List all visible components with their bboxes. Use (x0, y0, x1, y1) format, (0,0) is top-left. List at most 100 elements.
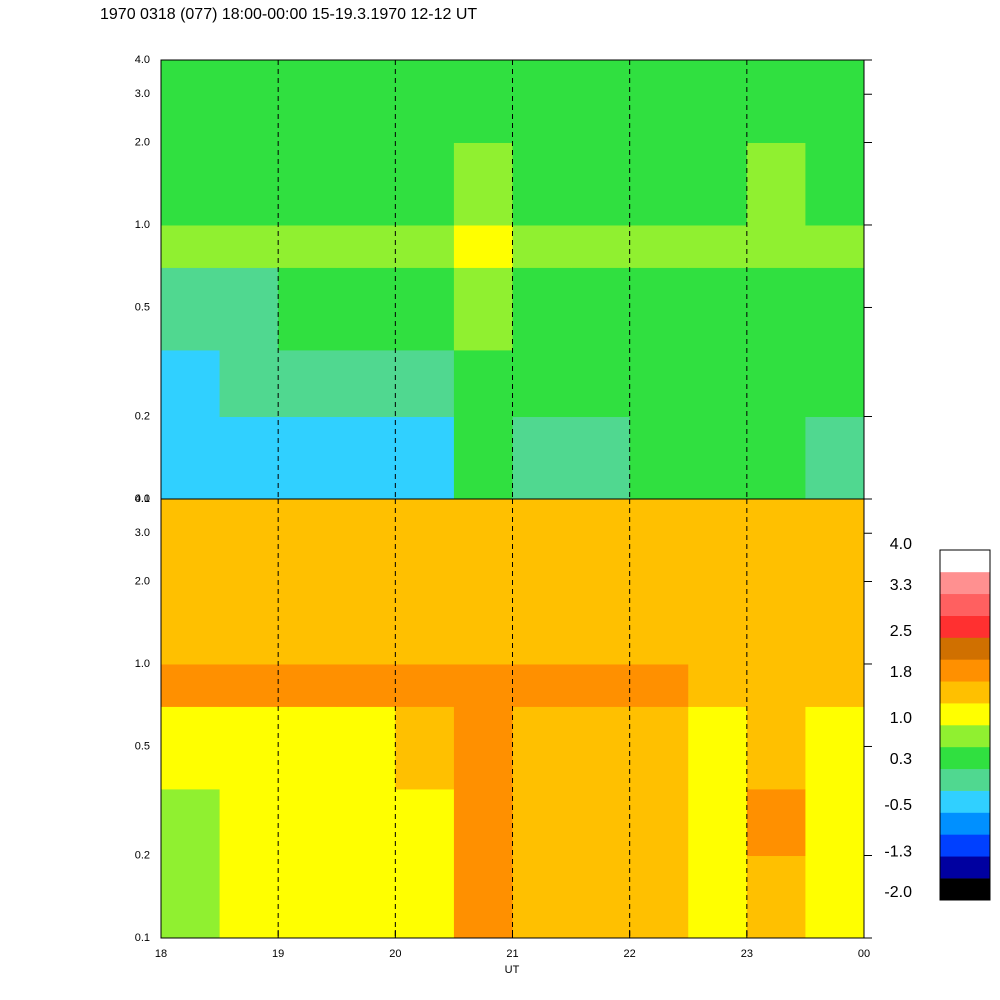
heatmap-cell (512, 60, 572, 143)
heatmap-cell (161, 224, 221, 268)
heatmap-cell (453, 416, 513, 500)
colorbar-tick-label: 0.3 (890, 751, 912, 768)
heatmap-cell (395, 706, 455, 790)
heatmap-cell (395, 224, 455, 268)
x-tick-label: 19 (272, 948, 284, 960)
heatmap-cell (395, 581, 455, 665)
heatmap-cell (161, 349, 221, 418)
heatmap-cell (278, 142, 338, 226)
y-tick-label: 1.0 (135, 658, 150, 670)
heatmap-cell (805, 267, 865, 351)
heatmap-cell (161, 499, 221, 582)
colorbar-cell (940, 703, 990, 726)
heatmap-cell (336, 788, 396, 857)
colorbar-cell (940, 681, 990, 704)
heatmap-cell (571, 663, 631, 707)
heatmap-cell (219, 788, 279, 857)
heatmap-cell (336, 267, 396, 351)
x-axis-label: UT (505, 964, 520, 976)
heatmap-cell (805, 349, 865, 418)
heatmap-cell (336, 349, 396, 418)
heatmap-cell (453, 499, 513, 582)
heatmap-cell (746, 663, 806, 707)
heatmap-cell (571, 142, 631, 226)
heatmap-cell (512, 706, 572, 790)
heatmap-cell (746, 142, 806, 226)
heatmap-cell (571, 706, 631, 790)
heatmap-cell (571, 224, 631, 268)
heatmap-cell (512, 142, 572, 226)
heatmap-cell (395, 142, 455, 226)
heatmap-cell (278, 267, 338, 351)
x-tick-label: 18 (155, 948, 167, 960)
y-tick-label: 1.0 (135, 219, 150, 231)
heatmap-cell (512, 855, 572, 939)
y-tick-label: 3.0 (135, 527, 150, 539)
colorbar-cell (940, 615, 990, 638)
heatmap-cell (512, 224, 572, 268)
heatmap-cell (395, 416, 455, 500)
heatmap-cell (336, 499, 396, 582)
heatmap-cell (161, 855, 221, 939)
colorbar-cell (940, 856, 990, 879)
colorbar-cell (940, 659, 990, 682)
heatmap-cell (161, 581, 221, 665)
heatmap-cell (161, 142, 221, 226)
heatmap-cell (746, 60, 806, 143)
colorbar-cell (940, 768, 990, 791)
heatmap-cell (278, 349, 338, 418)
colorbar-cell (940, 593, 990, 616)
colorbar-tick-label: -2.0 (884, 884, 912, 901)
heatmap-cell (512, 267, 572, 351)
heatmap-cell (336, 416, 396, 500)
heatmap-cell (336, 581, 396, 665)
colorbar-cell (940, 550, 990, 573)
heatmap-cell (278, 224, 338, 268)
x-tick-label: 23 (741, 948, 753, 960)
heatmap-cell (629, 499, 689, 582)
heatmap-cell (395, 349, 455, 418)
y-tick-label: 3.0 (135, 88, 150, 100)
heatmap-cell (336, 706, 396, 790)
colorbar-tick-label: 1.8 (890, 664, 912, 681)
y-tick-label: 0.2 (135, 849, 150, 861)
heatmap-cell (571, 499, 631, 582)
heatmap-cell (805, 142, 865, 226)
heatmap-cell (571, 416, 631, 500)
x-tick-label: 20 (389, 948, 401, 960)
heatmap-cell (395, 267, 455, 351)
heatmap-cell (805, 663, 865, 707)
heatmap-cell (219, 706, 279, 790)
y-tick-label: 0.1 (135, 493, 150, 505)
colorbar-cell (940, 725, 990, 748)
heatmap-cell (219, 142, 279, 226)
colorbar-frame (939, 549, 991, 901)
heatmap-cell (571, 581, 631, 665)
heatmap-cell (629, 349, 689, 418)
heatmap-cell (161, 706, 221, 790)
heatmap-cell (512, 581, 572, 665)
heatmap-cell (453, 663, 513, 707)
colorbar-tick-label: 4.0 (890, 536, 912, 553)
colorbar-cell (940, 834, 990, 857)
colorbar-cell (940, 878, 990, 901)
heatmap-cell (571, 855, 631, 939)
colorbar-cell (940, 812, 990, 835)
heatmap-cell (453, 349, 513, 418)
heatmap-cell (629, 267, 689, 351)
heatmap-cell (161, 60, 221, 143)
heatmap-cell (571, 267, 631, 351)
heatmap-cell (629, 142, 689, 226)
heatmap-cell (746, 788, 806, 857)
colorbar-cell (940, 790, 990, 813)
heatmap-cell (336, 663, 396, 707)
heatmap-cell (629, 416, 689, 500)
heatmap-cell (453, 267, 513, 351)
heatmap-cell (688, 142, 748, 226)
heatmap-cell (278, 581, 338, 665)
heatmap-cell (453, 706, 513, 790)
heatmap-cell (571, 788, 631, 857)
heatmap-cell (629, 788, 689, 857)
y-tick-label: 0.5 (135, 301, 150, 313)
